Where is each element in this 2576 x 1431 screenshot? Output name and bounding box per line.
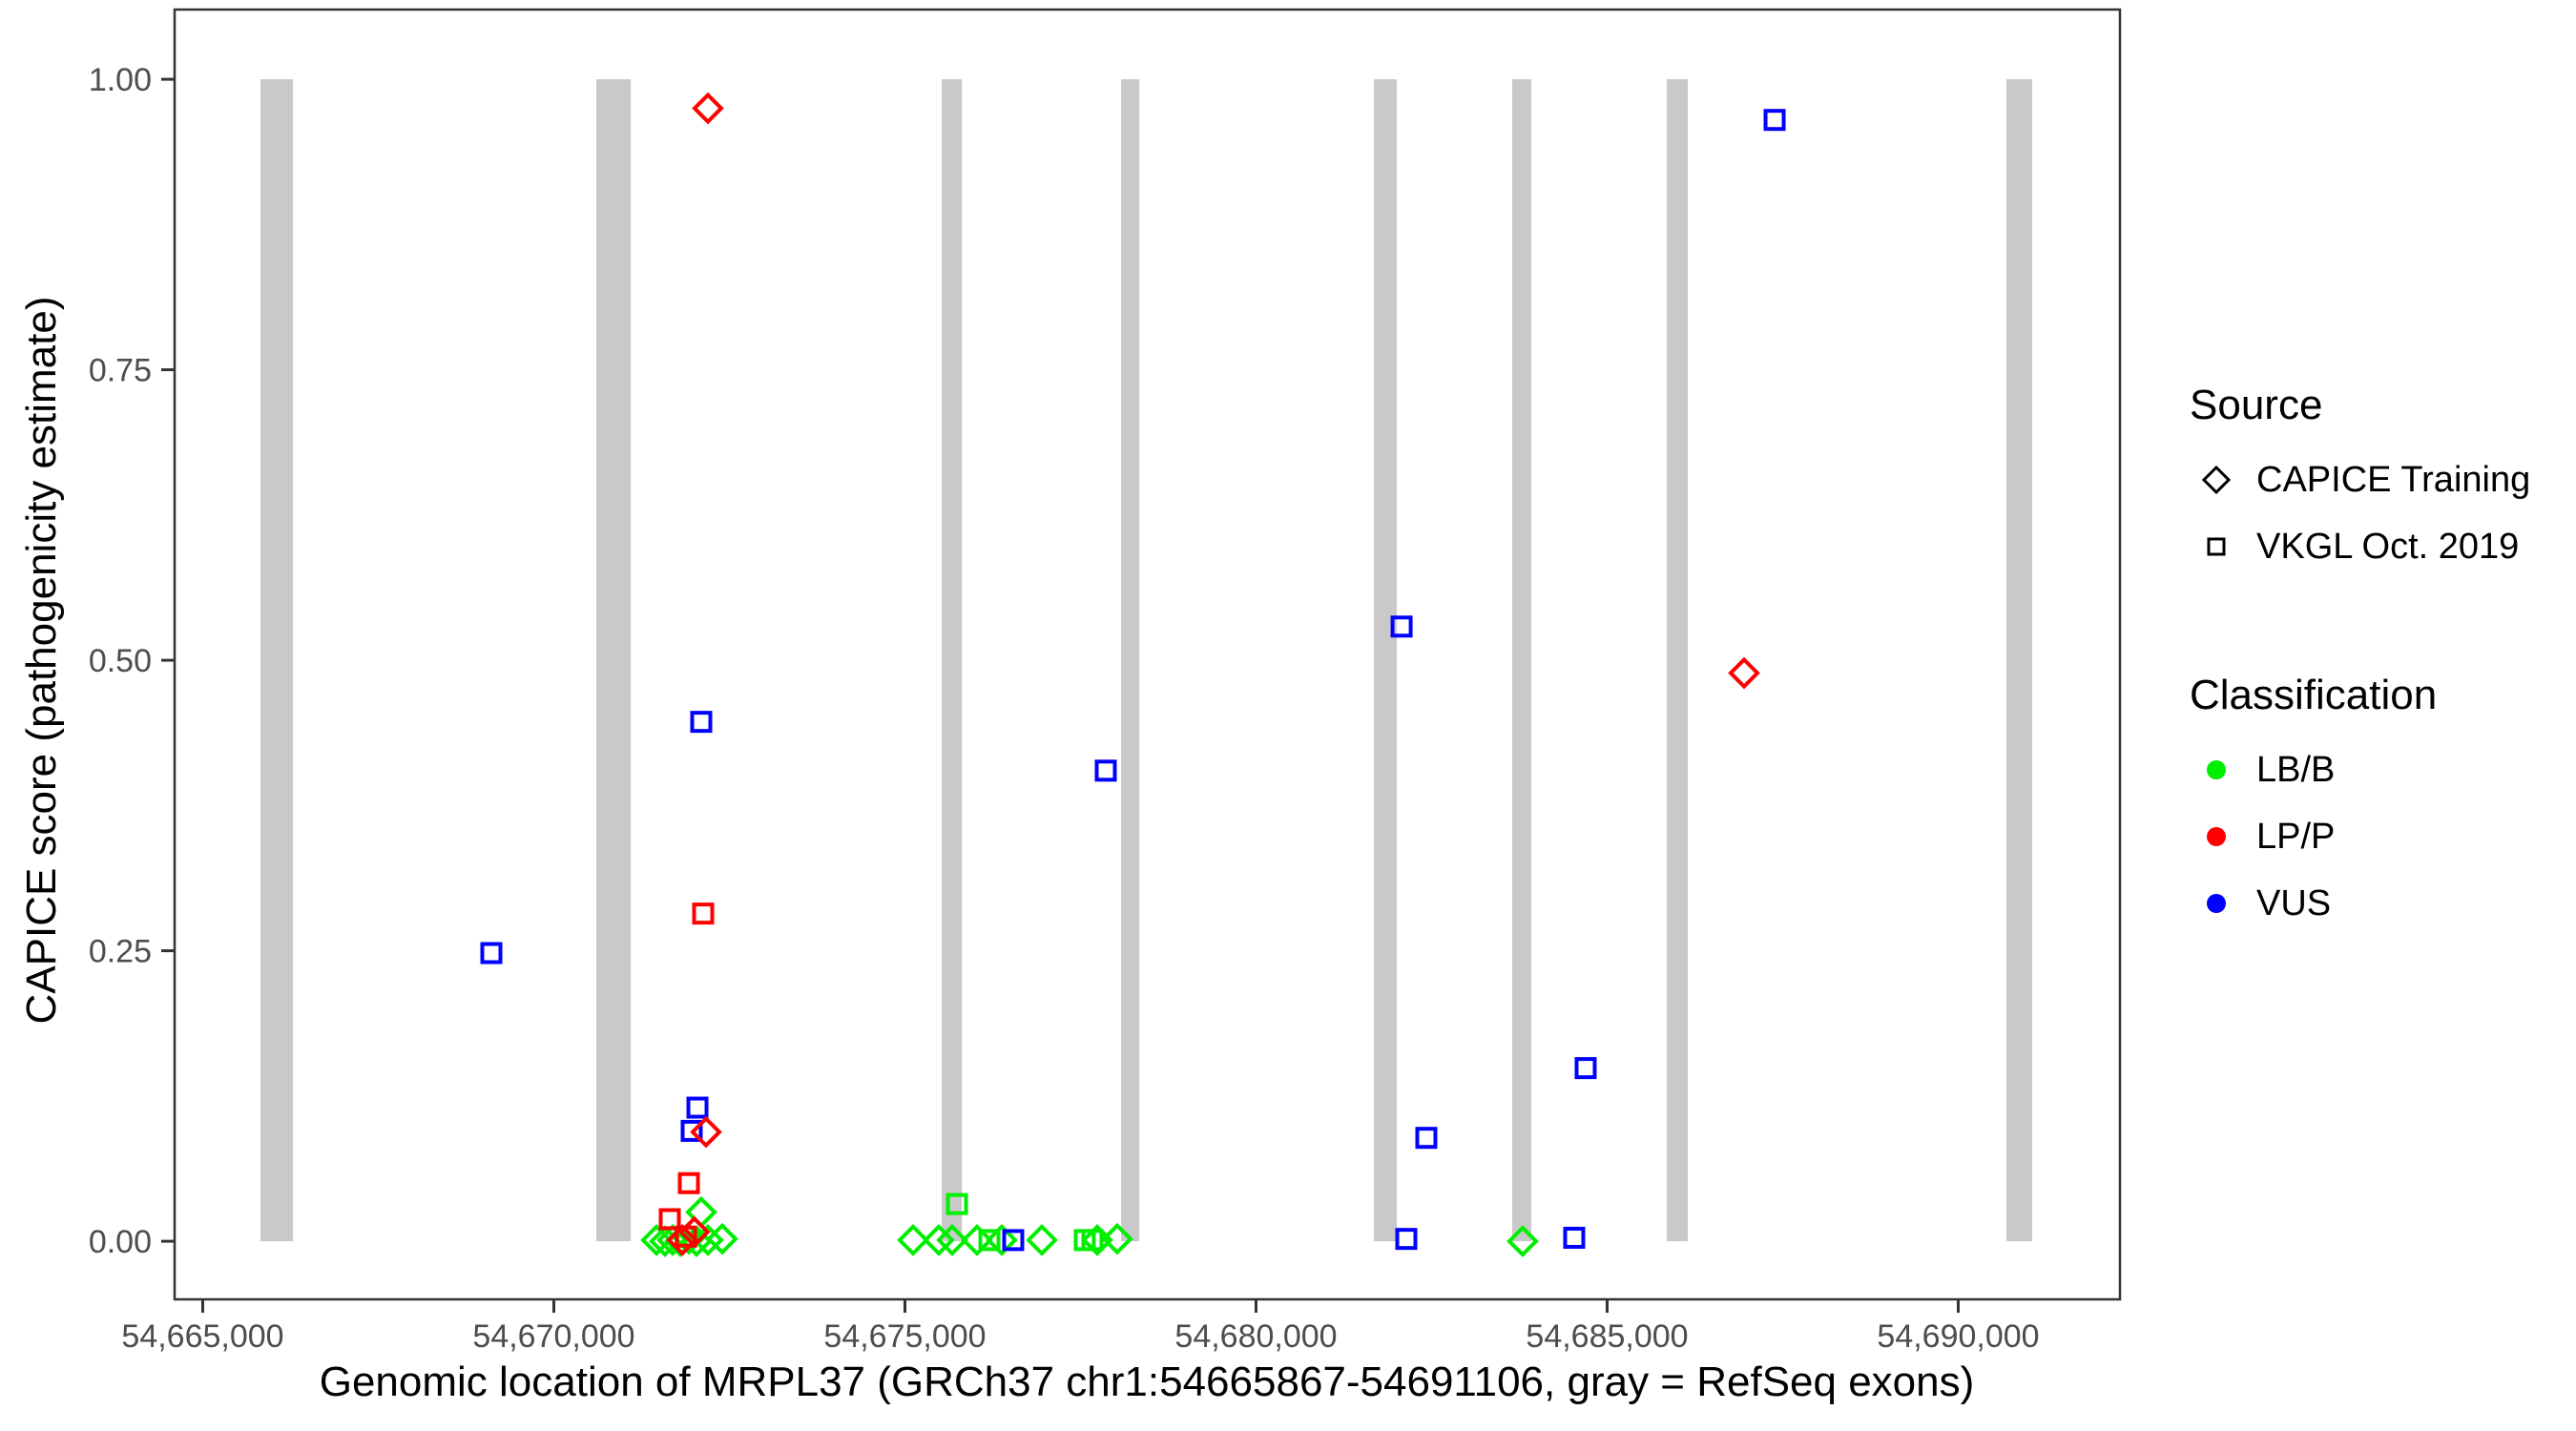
data-point-diamond: [656, 1224, 689, 1256]
x-axis-title: Genomic location of MRPL37 (GRCh37 chr1:…: [319, 1358, 1975, 1405]
data-point-diamond: [1506, 1225, 1539, 1257]
data-point-diamond: [923, 1224, 955, 1256]
green-dot-icon: [2207, 760, 2226, 779]
x-tick-label: 54,675,000: [823, 1318, 986, 1355]
data-point-diamond: [677, 1215, 711, 1249]
legend-item-lpp: LP/P: [2190, 803, 2530, 870]
y-axis-title: CAPICE score (pathogenicity estimate): [18, 296, 65, 1025]
y-tick-label: 0.00: [89, 1224, 152, 1260]
legend: Source CAPICE Training VKGL Oct. 2019 Cl…: [2190, 382, 2530, 1028]
blue-dot-icon: [2207, 894, 2226, 913]
data-point-diamond: [706, 1222, 738, 1255]
data-point-square: [1390, 615, 1413, 638]
data-point-square: [978, 1229, 1001, 1252]
exon-bar: [2005, 79, 2033, 1242]
legend-classification-title: Classification: [2190, 672, 2438, 718]
legend-label-capice-training: CAPICE Training: [2256, 459, 2531, 500]
plot-panel-border: [173, 8, 2122, 1301]
data-point-square: [677, 1172, 700, 1194]
data-point-diamond: [961, 1224, 993, 1256]
exon-bar: [1374, 79, 1398, 1242]
legend-item-vkgl: VKGL Oct. 2019: [2190, 513, 2530, 580]
exon-bar: [596, 79, 632, 1242]
exon-bar: [260, 79, 294, 1242]
legend-label-vkgl: VKGL Oct. 2019: [2256, 526, 2520, 567]
data-point-diamond: [1026, 1224, 1058, 1256]
data-point-square: [1763, 109, 1786, 132]
y-tick-label: 1.00: [89, 62, 152, 98]
data-point-diamond: [666, 1224, 699, 1256]
data-point-diamond: [692, 92, 724, 125]
y-tick-label: 0.50: [89, 643, 152, 679]
data-point-square: [480, 942, 503, 964]
exon-bar: [1121, 79, 1140, 1242]
data-point-diamond: [692, 1224, 724, 1256]
data-point-square: [692, 902, 715, 925]
data-point-diamond: [690, 1115, 722, 1149]
exon-bar: [1511, 79, 1532, 1242]
x-tick-label: 54,665,000: [121, 1318, 283, 1355]
legend-classification-block: Classification LB/B LP/P VUS: [2190, 672, 2530, 937]
exon-bar: [942, 79, 963, 1242]
x-tick-label: 54,690,000: [1877, 1318, 2039, 1355]
legend-source-title: Source: [2190, 382, 2323, 428]
data-point-diamond: [897, 1224, 929, 1256]
y-tick-label: 0.75: [89, 353, 152, 389]
diamond-icon: [2201, 465, 2232, 495]
data-point-square: [1081, 1229, 1104, 1252]
data-point-square: [658, 1208, 681, 1231]
data-point-square: [1002, 1229, 1025, 1252]
data-point-diamond: [936, 1224, 968, 1256]
data-point-square: [690, 711, 713, 734]
legend-label-vus: VUS: [2256, 882, 2332, 923]
red-dot-icon: [2207, 827, 2226, 846]
legend-item-lbb: LB/B: [2190, 736, 2530, 803]
data-point-diamond: [986, 1224, 1018, 1256]
data-point-diamond: [1101, 1222, 1133, 1255]
legend-label-lpp: LP/P: [2256, 816, 2336, 857]
legend-label-lbb: LB/B: [2256, 749, 2336, 790]
legend-source-block: Source CAPICE Training VKGL Oct. 2019: [2190, 382, 2530, 580]
x-tick-label: 54,680,000: [1174, 1318, 1337, 1355]
data-point-square: [686, 1096, 709, 1119]
data-point-square: [1395, 1228, 1418, 1251]
data-point-square: [1574, 1057, 1597, 1080]
x-tick-label: 54,685,000: [1526, 1318, 1688, 1355]
legend-item-capice-training: CAPICE Training: [2190, 446, 2530, 513]
data-point-square: [680, 1119, 703, 1142]
legend-item-vus: VUS: [2190, 870, 2530, 937]
data-point-square: [945, 1192, 968, 1215]
x-tick-label: 54,670,000: [472, 1318, 634, 1355]
exon-bar: [1666, 79, 1688, 1242]
y-tick-label: 0.25: [89, 934, 152, 970]
data-point-square: [1563, 1226, 1586, 1249]
square-icon: [2207, 537, 2226, 556]
data-point-square: [1415, 1127, 1438, 1150]
data-point-diamond: [1728, 656, 1760, 690]
data-point-square: [1094, 759, 1117, 782]
